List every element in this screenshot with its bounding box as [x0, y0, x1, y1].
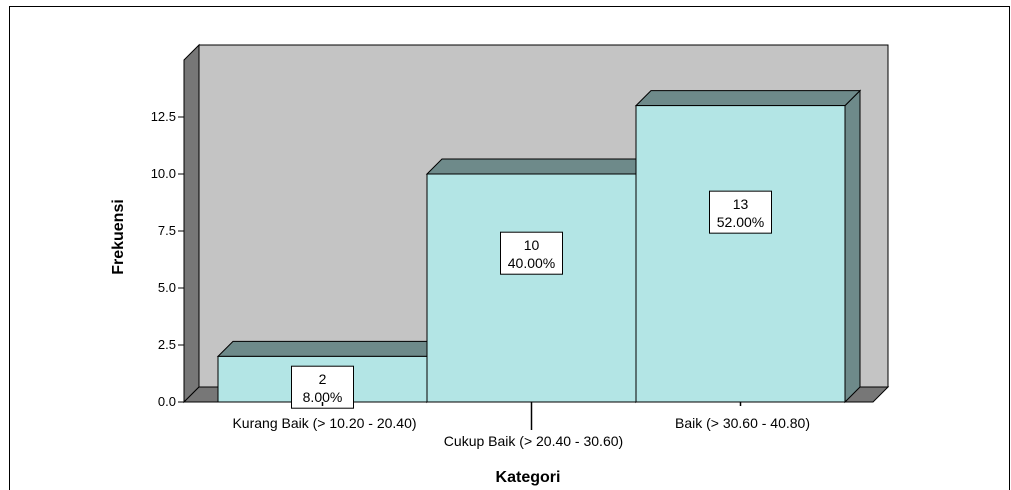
bar-top-2	[425, 158, 653, 175]
y-axis-title: Frekuensi	[110, 199, 127, 275]
y-tick-label: 10.0	[151, 166, 176, 181]
bar-top-3	[634, 90, 862, 107]
data-label-box-2	[500, 231, 563, 275]
y-tick-label: 12.5	[151, 109, 176, 124]
x-axis-title: Kategori	[496, 469, 561, 486]
data-label-count-1: 2	[319, 371, 327, 387]
y-tick-label: 2.5	[158, 337, 176, 352]
x-tick-label: Baik (> 30.60 - 40.80)	[675, 415, 810, 431]
x-tick-label: Cukup Baik (> 20.40 - 30.60)	[444, 433, 623, 449]
bar-2	[426, 173, 637, 403]
chart-frame	[9, 6, 1010, 490]
data-label-percent-3: 52.00%	[717, 214, 764, 230]
data-label-count-2: 10	[524, 237, 540, 253]
y-tick-label: 0.0	[158, 394, 176, 409]
data-label-count-3: 13	[733, 196, 749, 212]
data-label-percent-2: 40.00%	[508, 255, 555, 271]
data-label-box-1	[291, 365, 354, 409]
data-label-percent-1: 8.00%	[303, 389, 343, 405]
bar-3	[635, 105, 846, 403]
bar-top-1	[216, 340, 444, 357]
x-tick-label: Kurang Baik (> 10.20 - 20.40)	[232, 415, 416, 431]
side-wall	[183, 43, 200, 404]
y-tick-label: 5.0	[158, 280, 176, 295]
y-tick-label: 7.5	[158, 223, 176, 238]
data-label-box-3	[709, 190, 772, 234]
bar-side-3	[844, 89, 861, 404]
